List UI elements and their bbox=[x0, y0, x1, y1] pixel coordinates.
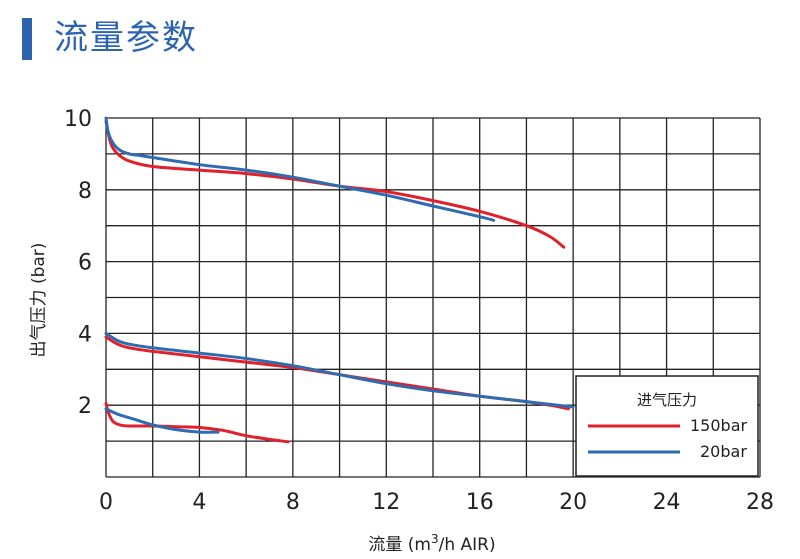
y-tick-label: 2 bbox=[78, 394, 92, 419]
series-line-150bar bbox=[104, 120, 566, 249]
x-tick-label: 4 bbox=[192, 490, 206, 515]
legend-label-20bar: 20bar bbox=[700, 442, 747, 461]
x-tick-label: 16 bbox=[466, 490, 494, 515]
chart-grid bbox=[105, 117, 761, 478]
y-tick-label: 8 bbox=[78, 179, 92, 204]
legend-title: 进气压力 bbox=[637, 391, 697, 409]
page-title: 流量参数 bbox=[54, 18, 198, 58]
x-tick-label: 24 bbox=[653, 490, 681, 515]
y-axis-title: 出气压力 (bar) bbox=[29, 243, 49, 358]
x-tick-label: 0 bbox=[99, 490, 113, 515]
x-tick-label: 20 bbox=[559, 490, 587, 515]
y-tick-label: 4 bbox=[78, 322, 92, 347]
x-tick-label: 28 bbox=[746, 490, 774, 515]
chart-series bbox=[104, 116, 575, 444]
legend: 进气压力 150bar 20bar bbox=[575, 375, 759, 477]
legend-label-150bar: 150bar bbox=[690, 416, 748, 435]
x-tick-label: 12 bbox=[372, 490, 400, 515]
series-line-20bar bbox=[104, 407, 220, 434]
x-axis-title: 流量 (m3/h AIR) bbox=[368, 532, 495, 555]
x-axis-title-sup: 3 bbox=[431, 532, 439, 546]
header-accent-bar bbox=[22, 18, 32, 60]
series-line-20bar bbox=[104, 116, 496, 222]
series-line-150bar bbox=[104, 401, 290, 444]
y-tick-label: 10 bbox=[64, 107, 92, 132]
series-line-20bar bbox=[104, 331, 575, 409]
x-tick-label: 8 bbox=[286, 490, 300, 515]
x-axis-title-main: 流量 (m bbox=[368, 535, 431, 555]
x-axis-title-end: /h AIR) bbox=[439, 535, 496, 555]
y-tick-label: 6 bbox=[78, 251, 92, 276]
